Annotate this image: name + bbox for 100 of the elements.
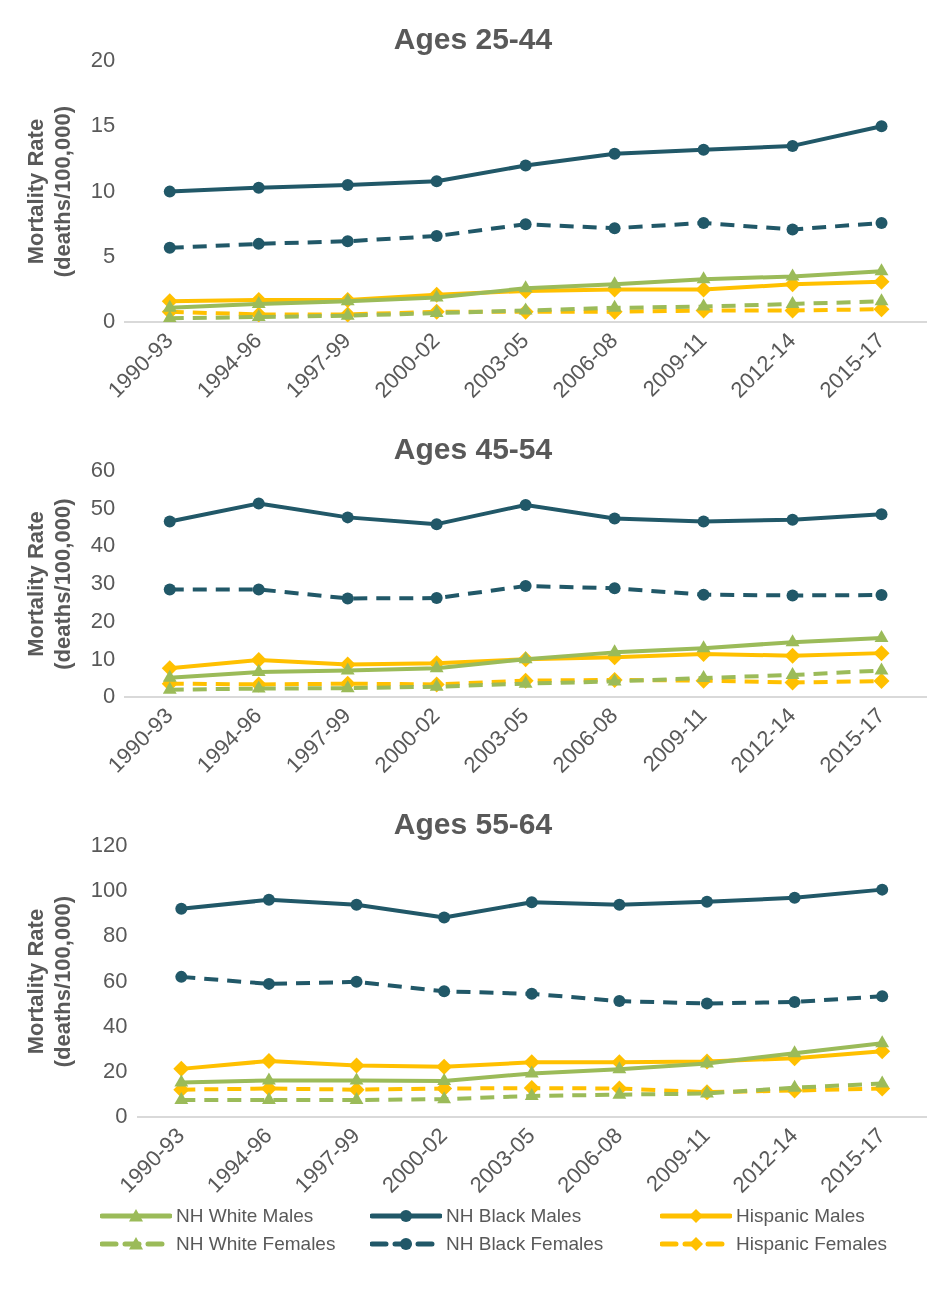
point bbox=[607, 299, 622, 312]
point bbox=[262, 977, 275, 990]
chart-title: Ages 55-64 bbox=[393, 807, 553, 841]
point bbox=[875, 508, 888, 521]
y-tick-label: 0 bbox=[103, 308, 116, 334]
legend-label: NH Black Males bbox=[446, 1205, 582, 1227]
point bbox=[162, 299, 177, 312]
point bbox=[874, 630, 889, 643]
point bbox=[436, 1058, 453, 1075]
point bbox=[696, 298, 711, 311]
point bbox=[173, 1060, 190, 1077]
point bbox=[787, 1079, 802, 1092]
point bbox=[875, 120, 888, 133]
point bbox=[348, 1057, 365, 1074]
point bbox=[876, 990, 889, 1003]
chart-title: Ages 45-54 bbox=[393, 432, 553, 466]
point bbox=[523, 1054, 540, 1071]
y-tick-label: 15 bbox=[90, 112, 116, 138]
point bbox=[349, 1092, 364, 1105]
point bbox=[875, 1075, 890, 1088]
y-tick-label: 20 bbox=[90, 47, 116, 73]
point bbox=[518, 302, 533, 315]
legend-label: NH Black Females bbox=[446, 1233, 604, 1255]
point bbox=[341, 179, 354, 192]
point bbox=[261, 1072, 276, 1085]
point bbox=[696, 271, 711, 284]
point bbox=[873, 673, 890, 690]
point bbox=[612, 1061, 627, 1074]
point bbox=[349, 1072, 364, 1085]
point bbox=[875, 1035, 890, 1048]
point bbox=[262, 893, 275, 906]
legend-label: NH White Females bbox=[176, 1233, 336, 1255]
point bbox=[875, 589, 888, 602]
point bbox=[251, 663, 266, 676]
point bbox=[260, 1052, 277, 1069]
point bbox=[341, 235, 354, 248]
point bbox=[429, 660, 444, 673]
point bbox=[437, 1073, 452, 1086]
point bbox=[163, 185, 176, 198]
legend-label: Hispanic Females bbox=[736, 1233, 887, 1255]
point bbox=[607, 644, 622, 657]
y-tick-label: 10 bbox=[90, 645, 116, 671]
point bbox=[786, 139, 799, 152]
point bbox=[785, 634, 800, 647]
point bbox=[697, 515, 710, 528]
point bbox=[252, 181, 265, 194]
point bbox=[340, 680, 355, 693]
legend-label: Hispanic Males bbox=[736, 1205, 865, 1227]
point bbox=[785, 268, 800, 281]
point bbox=[697, 143, 710, 156]
point bbox=[252, 237, 265, 250]
point bbox=[519, 159, 532, 172]
point bbox=[874, 263, 889, 276]
point bbox=[788, 891, 801, 904]
point bbox=[784, 647, 801, 664]
point bbox=[525, 896, 538, 909]
point bbox=[175, 970, 188, 983]
point bbox=[518, 280, 533, 293]
point bbox=[874, 293, 889, 306]
point bbox=[608, 582, 621, 595]
y-tick-label: 120 bbox=[90, 832, 128, 858]
point bbox=[873, 273, 890, 290]
point bbox=[430, 592, 443, 605]
y-axis-title: Mortality Rate (deaths/100,000) bbox=[23, 498, 75, 670]
chart-title: Ages 25-44 bbox=[393, 22, 553, 56]
point bbox=[162, 669, 177, 682]
point bbox=[175, 902, 188, 915]
point bbox=[700, 997, 713, 1010]
point bbox=[608, 512, 621, 525]
point bbox=[874, 662, 889, 675]
point bbox=[695, 281, 712, 298]
point bbox=[430, 175, 443, 188]
point bbox=[430, 518, 443, 531]
point bbox=[873, 645, 890, 662]
point bbox=[876, 883, 889, 896]
point bbox=[696, 670, 711, 683]
point bbox=[438, 911, 451, 924]
point bbox=[341, 592, 354, 605]
point bbox=[163, 583, 176, 596]
point bbox=[519, 218, 532, 231]
y-tick-label: 20 bbox=[90, 607, 116, 633]
point bbox=[787, 1045, 802, 1058]
y-tick-label: 30 bbox=[90, 570, 116, 596]
point bbox=[788, 995, 801, 1008]
y-axis-title: Mortality Rate (deaths/100,000) bbox=[23, 896, 75, 1068]
legend-label: NH White Males bbox=[176, 1205, 314, 1227]
point bbox=[350, 898, 363, 911]
y-tick-label: 20 bbox=[103, 1058, 128, 1084]
point bbox=[786, 223, 799, 236]
point bbox=[163, 241, 176, 254]
y-tick-label: 60 bbox=[103, 967, 128, 993]
point bbox=[519, 498, 532, 511]
point bbox=[251, 680, 266, 693]
point bbox=[697, 216, 710, 229]
point bbox=[163, 515, 176, 528]
point bbox=[875, 216, 888, 229]
y-tick-label: 5 bbox=[103, 242, 116, 268]
y-tick-label: 40 bbox=[90, 532, 116, 558]
y-tick-label: 10 bbox=[90, 177, 116, 203]
point bbox=[252, 583, 265, 596]
